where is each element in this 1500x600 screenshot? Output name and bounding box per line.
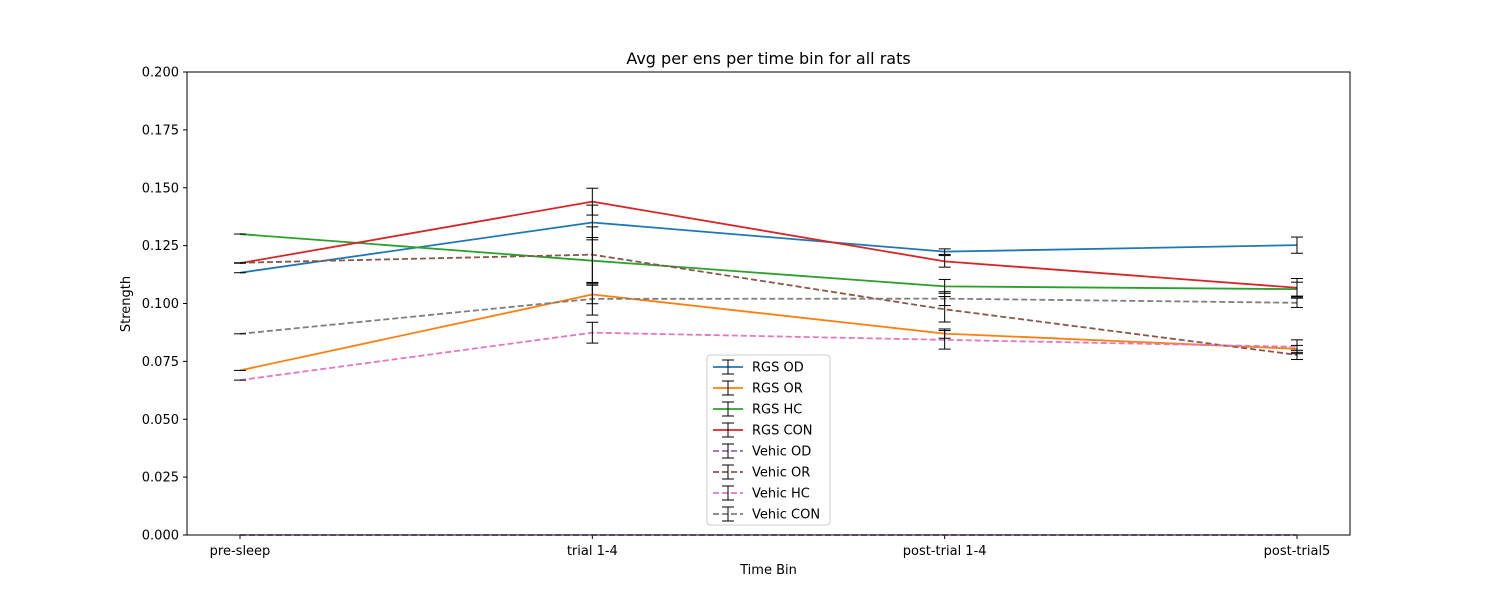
series-line (239, 293, 1298, 372)
legend-label: RGS CON (752, 424, 813, 439)
legend-entry: Vehic HC (713, 485, 810, 502)
y-tick-label: 0.150 (142, 181, 179, 196)
legend-entry: Vehic CON (713, 506, 820, 523)
legend-label: RGS OD (752, 361, 804, 376)
y-tick-label: 0.050 (142, 413, 179, 428)
y-tick-label: 0.100 (142, 297, 179, 312)
y-tick-label: 0.075 (142, 355, 179, 370)
legend-entry: RGS HC (713, 401, 802, 418)
error-bar (1291, 297, 1303, 308)
legend-label: RGS OR (752, 382, 803, 397)
x-axis-label: Time Bin (739, 563, 797, 578)
chart-title: Avg per ens per time bin for all rats (626, 49, 910, 68)
axes-frame (186, 71, 1351, 536)
legend-entry: RGS OR (713, 380, 803, 397)
error-bar (586, 187, 599, 216)
y-tick-label: 0.025 (142, 471, 179, 486)
error-bar (1291, 277, 1303, 298)
series-line (239, 200, 1298, 289)
series-line (239, 253, 1298, 356)
series-line (239, 233, 1298, 291)
legend-entry: RGS CON (713, 422, 813, 439)
error-bar (1291, 339, 1303, 355)
legend-label: Vehic CON (752, 508, 820, 523)
legend-label: Vehic OD (752, 445, 811, 460)
legend-box (706, 354, 831, 526)
legend-label: Vehic HC (752, 487, 810, 502)
error-bar (586, 321, 599, 344)
error-bar (586, 282, 599, 316)
x-tick-label: pre-sleep (210, 544, 271, 559)
series-line (239, 331, 1298, 382)
series-line (239, 297, 1298, 335)
legend-entry: Vehic OD (713, 443, 811, 460)
legend-entry: RGS OD (713, 359, 804, 376)
error-bar (938, 248, 951, 255)
plot-area: 0.000 0.025 0.050 0.075 0.100 0.125 0.150 0.175… (142, 66, 1331, 560)
error-bar (1291, 236, 1303, 254)
error-bar (938, 255, 951, 268)
legend-label: RGS HC (752, 403, 802, 418)
legend-label: Vehic OR (752, 466, 810, 481)
error-bar (938, 291, 951, 307)
y-tick-label: 0.175 (142, 123, 179, 138)
x-tick-label: trial 1-4 (567, 544, 618, 559)
y-axis-label: Strength (119, 276, 134, 332)
error-bar (938, 330, 951, 350)
legend-entry: Vehic OR (713, 464, 810, 481)
legend: RGS OD RGS OR RGS HC RGS CON Vehic OD Vehic O… (706, 354, 831, 526)
y-tick-label: 0.200 (142, 66, 179, 81)
y-tick-label: 0.000 (142, 529, 179, 544)
x-tick-label: post-trial 1-4 (903, 544, 987, 559)
y-tick-label: 0.125 (142, 239, 179, 254)
x-tick-label: post-trial5 (1264, 544, 1331, 559)
